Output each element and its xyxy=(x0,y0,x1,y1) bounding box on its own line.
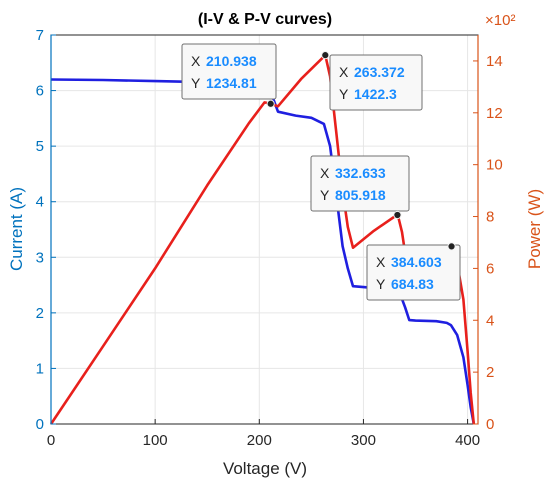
y-left-tick-label: 5 xyxy=(36,138,44,155)
datatip-marker xyxy=(266,99,275,108)
datatip-box xyxy=(181,43,277,100)
y-left-tick-label: 2 xyxy=(36,305,44,322)
datatip-marker xyxy=(447,242,456,251)
y-right-tick-label: 10 xyxy=(486,157,503,174)
datatip-x-label: X xyxy=(339,64,349,80)
datatip: X 384.603 Y 684.83 xyxy=(366,244,461,301)
datatip-box xyxy=(310,155,410,212)
datatip-x-label: X xyxy=(376,254,386,270)
y-left-tick-label: 6 xyxy=(36,83,44,100)
y-left-tick-label: 0 xyxy=(36,416,44,433)
y-left-axis-label: Current (A) xyxy=(7,187,26,271)
datatip-x-value: 332.633 xyxy=(335,165,386,181)
y-left-tick-label: 1 xyxy=(36,360,44,377)
datatip-x-label: X xyxy=(191,53,201,69)
datatip-x-value: 210.938 xyxy=(206,53,257,69)
datatip-marker xyxy=(393,210,402,220)
y-right-axis-label: Power (W) xyxy=(525,189,544,269)
datatip-x-value: 384.603 xyxy=(391,254,442,270)
datatip: X 210.938 Y 1234.81 xyxy=(181,43,277,100)
datatip-y-value: 1234.81 xyxy=(206,75,257,91)
datatip: X 263.372 Y 1422.3 xyxy=(329,54,423,111)
datatip-x-value: 263.372 xyxy=(354,64,405,80)
x-tick-label: 0 xyxy=(47,432,55,449)
datatip-y-label: Y xyxy=(320,187,330,203)
chart-title: (I-V & P-V curves) xyxy=(198,11,332,28)
y-left-tick-label: 3 xyxy=(36,249,44,266)
datatip: X 332.633 Y 805.918 xyxy=(310,155,410,212)
datatip-y-value: 1422.3 xyxy=(354,86,397,102)
datatip-y-label: Y xyxy=(376,276,386,292)
x-tick-label: 400 xyxy=(455,432,480,449)
datatip-marker xyxy=(321,51,330,60)
y-right-tick-label: 2 xyxy=(486,364,494,381)
x-tick-label: 100 xyxy=(143,432,168,449)
y-right-exponent-label: ×10² xyxy=(485,12,515,29)
y-right-tick-label: 8 xyxy=(486,209,494,226)
y-right-tick-label: 4 xyxy=(486,312,494,329)
y-left-tick-label: 4 xyxy=(36,194,44,211)
datatip-x-label: X xyxy=(320,165,330,181)
datatips: X 210.938 Y 1234.81 X 263.372 Y 1422.3 X 332.633 Y… xyxy=(181,43,461,301)
y-right-tick-label: 6 xyxy=(486,260,494,277)
datatip-box xyxy=(366,244,461,301)
y-left-tick-label: 7 xyxy=(36,27,44,44)
datatip-box xyxy=(329,54,423,111)
y-right-tick-label: 12 xyxy=(486,105,503,122)
x-tick-label: 200 xyxy=(247,432,272,449)
datatip-y-value: 684.83 xyxy=(391,276,434,292)
datatip-y-label: Y xyxy=(191,75,201,91)
x-tick-label: 300 xyxy=(351,432,376,449)
datatip-y-label: Y xyxy=(339,86,349,102)
y-right-tick-label: 0 xyxy=(486,416,494,433)
y-right-tick-label: 14 xyxy=(486,53,503,70)
x-axis-label: Voltage (V) xyxy=(223,459,307,478)
datatip-y-value: 805.918 xyxy=(335,187,386,203)
